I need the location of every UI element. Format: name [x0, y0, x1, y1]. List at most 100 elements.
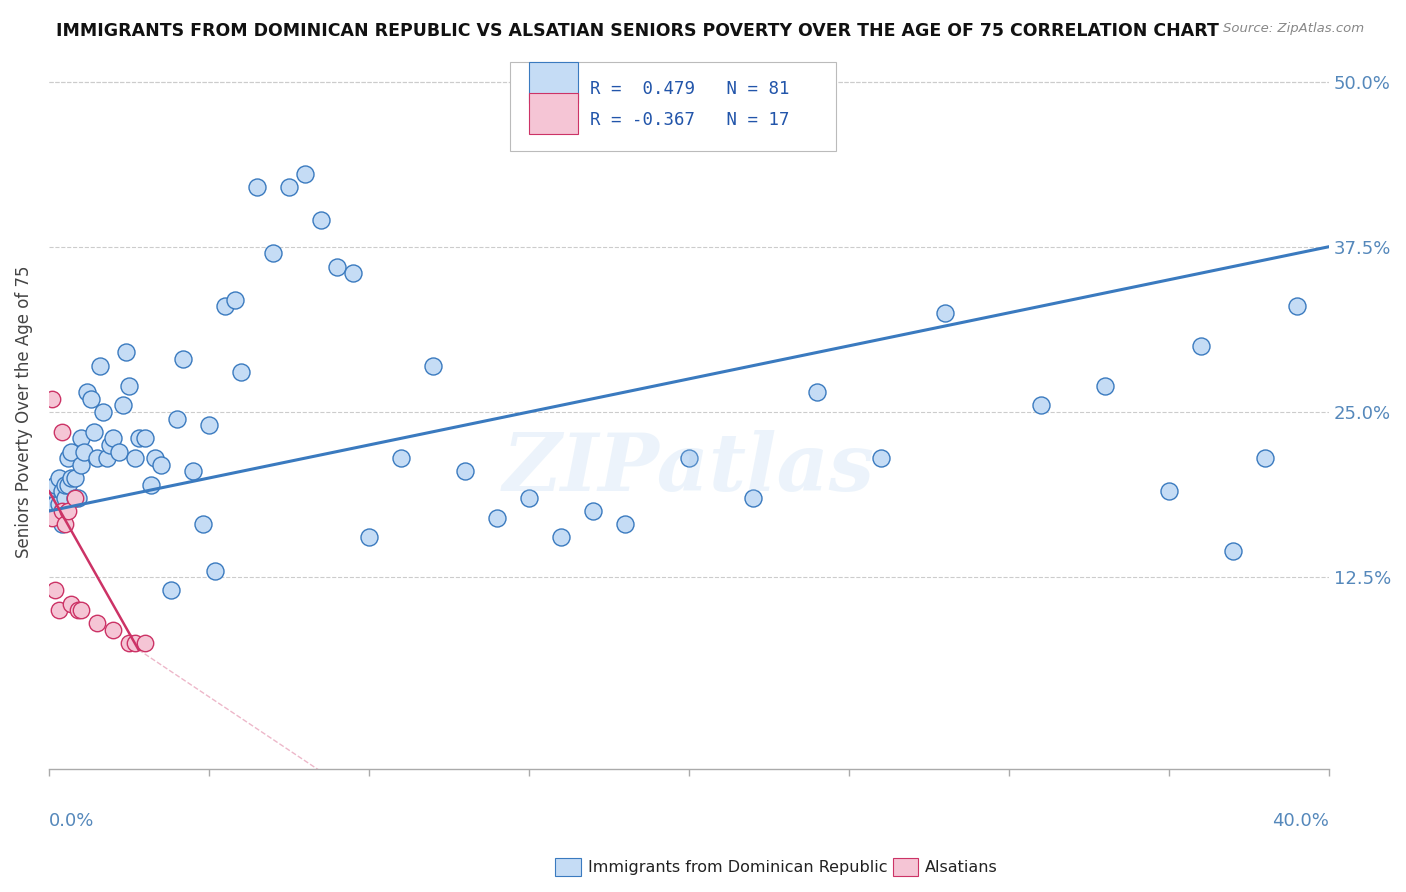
Point [60, 444, 83, 458]
Point [83, 425, 105, 439]
Point [76, 385, 98, 400]
Text: IMMIGRANTS FROM DOMINICAN REPUBLIC VS ALSATIAN SENIORS POVERTY OVER THE AGE OF 7: IMMIGRANTS FROM DOMINICAN REPUBLIC VS AL… [56, 22, 1219, 40]
Point [56, 477, 79, 491]
Point [44, 484, 66, 499]
Point [1189, 339, 1212, 353]
Point [550, 531, 572, 545]
Point [582, 504, 605, 518]
Point [613, 517, 636, 532]
Text: ZIPatlas: ZIPatlas [503, 430, 875, 508]
Point [118, 378, 141, 392]
Text: Alsatians: Alsatians [925, 860, 998, 874]
Text: 0.0%: 0.0% [49, 812, 94, 830]
Text: Immigrants from Dominican Republic: Immigrants from Dominican Republic [588, 860, 887, 874]
Point [198, 418, 221, 433]
Point [66, 491, 89, 505]
Text: 40.0%: 40.0% [1272, 812, 1329, 830]
Point [48, 603, 70, 617]
Point [86, 616, 108, 631]
Point [326, 260, 349, 274]
Text: R = -0.367   N = 17: R = -0.367 N = 17 [591, 112, 790, 129]
Point [48, 471, 70, 485]
Point [101, 431, 124, 445]
Point [869, 451, 891, 466]
Point [485, 510, 508, 524]
Point [44, 498, 66, 512]
Point [93, 405, 115, 419]
Point [806, 385, 828, 400]
Point [44, 477, 66, 491]
Point [934, 306, 956, 320]
Point [741, 491, 763, 505]
Bar [529, 93, 578, 134]
Point [63, 491, 86, 505]
Point [166, 411, 188, 425]
Point [86, 451, 108, 466]
Point [51, 484, 73, 499]
Point [51, 504, 73, 518]
Point [118, 636, 141, 650]
Point [53, 504, 76, 518]
Point [128, 431, 150, 445]
Point [159, 583, 181, 598]
Point [389, 451, 412, 466]
Point [48, 510, 70, 524]
Point [60, 597, 83, 611]
Point [342, 266, 364, 280]
Point [204, 564, 226, 578]
Point [143, 451, 166, 466]
Point [56, 504, 79, 518]
Point [141, 477, 163, 491]
Point [79, 392, 101, 406]
Point [149, 458, 172, 472]
Point [70, 431, 93, 445]
Point [53, 477, 76, 491]
Point [101, 623, 124, 637]
Point [51, 517, 73, 532]
Point [357, 531, 380, 545]
Point [1254, 451, 1277, 466]
Point [124, 636, 146, 650]
Text: Source: ZipAtlas.com: Source: ZipAtlas.com [1223, 22, 1364, 36]
Point [262, 246, 284, 260]
Point [422, 359, 444, 373]
Point [70, 603, 93, 617]
Point [124, 451, 146, 466]
Y-axis label: Seniors Poverty Over the Age of 75: Seniors Poverty Over the Age of 75 [15, 266, 32, 558]
Point [678, 451, 700, 466]
Point [98, 438, 121, 452]
Point [63, 471, 86, 485]
Point [134, 636, 156, 650]
Point [44, 583, 66, 598]
Point [51, 425, 73, 439]
Point [278, 180, 301, 194]
Bar [529, 62, 578, 103]
Point [111, 398, 134, 412]
Point [191, 517, 214, 532]
Point [134, 431, 156, 445]
Point [89, 359, 111, 373]
Point [53, 517, 76, 532]
Point [517, 491, 540, 505]
Point [309, 213, 332, 227]
Point [66, 603, 89, 617]
Point [1157, 484, 1180, 499]
Point [108, 444, 131, 458]
Point [60, 471, 83, 485]
Point [41, 392, 63, 406]
Point [294, 167, 316, 181]
Point [224, 293, 246, 307]
Point [246, 180, 269, 194]
Point [454, 464, 477, 478]
FancyBboxPatch shape [510, 62, 837, 152]
Point [181, 464, 204, 478]
Point [41, 510, 63, 524]
Point [73, 444, 96, 458]
Point [41, 504, 63, 518]
Point [1285, 299, 1308, 313]
Point [114, 345, 136, 359]
Text: R =  0.479   N = 81: R = 0.479 N = 81 [591, 80, 790, 98]
Point [53, 491, 76, 505]
Point [1222, 543, 1244, 558]
Point [70, 458, 93, 472]
